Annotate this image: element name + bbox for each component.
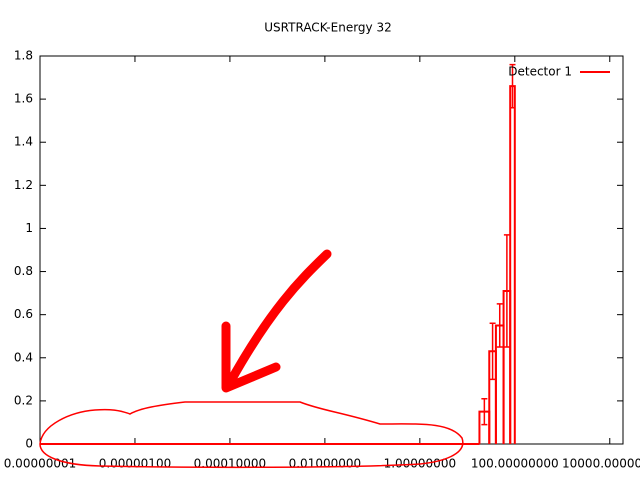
x-tick-label: 0.00000100 (99, 457, 172, 471)
y-tick-label: 1.4 (14, 135, 33, 149)
x-tick-label: 0.00000001 (4, 457, 77, 471)
annotation (39, 249, 464, 469)
legend-label: Detector 1 (508, 65, 572, 79)
y-tick-label: 1 (25, 221, 33, 235)
y-tick-label: 1.2 (14, 178, 33, 192)
error-bar (503, 234, 510, 348)
x-tick-label: 10000.0000000 (562, 457, 640, 471)
y-tick-label: 0.8 (14, 264, 33, 278)
x-tick-label: 0.01000000 (289, 457, 362, 471)
x-tick-label: 100.00000000 (471, 457, 559, 471)
error-bar (489, 322, 496, 381)
y-tick-label: 1.8 (14, 49, 33, 63)
x-tick-label: 0.00010000 (194, 457, 267, 471)
y-tick-label: 0 (25, 437, 33, 451)
chart-title: USRTRACK-Energy 32 (264, 21, 391, 35)
y-tick-label: 0.2 (14, 393, 33, 407)
hand-drawn-ellipse (39, 401, 464, 469)
error-bar (481, 397, 488, 426)
hand-drawn-arrow (221, 249, 332, 393)
y-tick-label: 0.4 (14, 350, 33, 364)
error-bar (509, 63, 516, 109)
y-tick-label: 1.6 (14, 92, 33, 106)
y-tick-label: 0.6 (14, 307, 33, 321)
error-bar (496, 303, 503, 348)
